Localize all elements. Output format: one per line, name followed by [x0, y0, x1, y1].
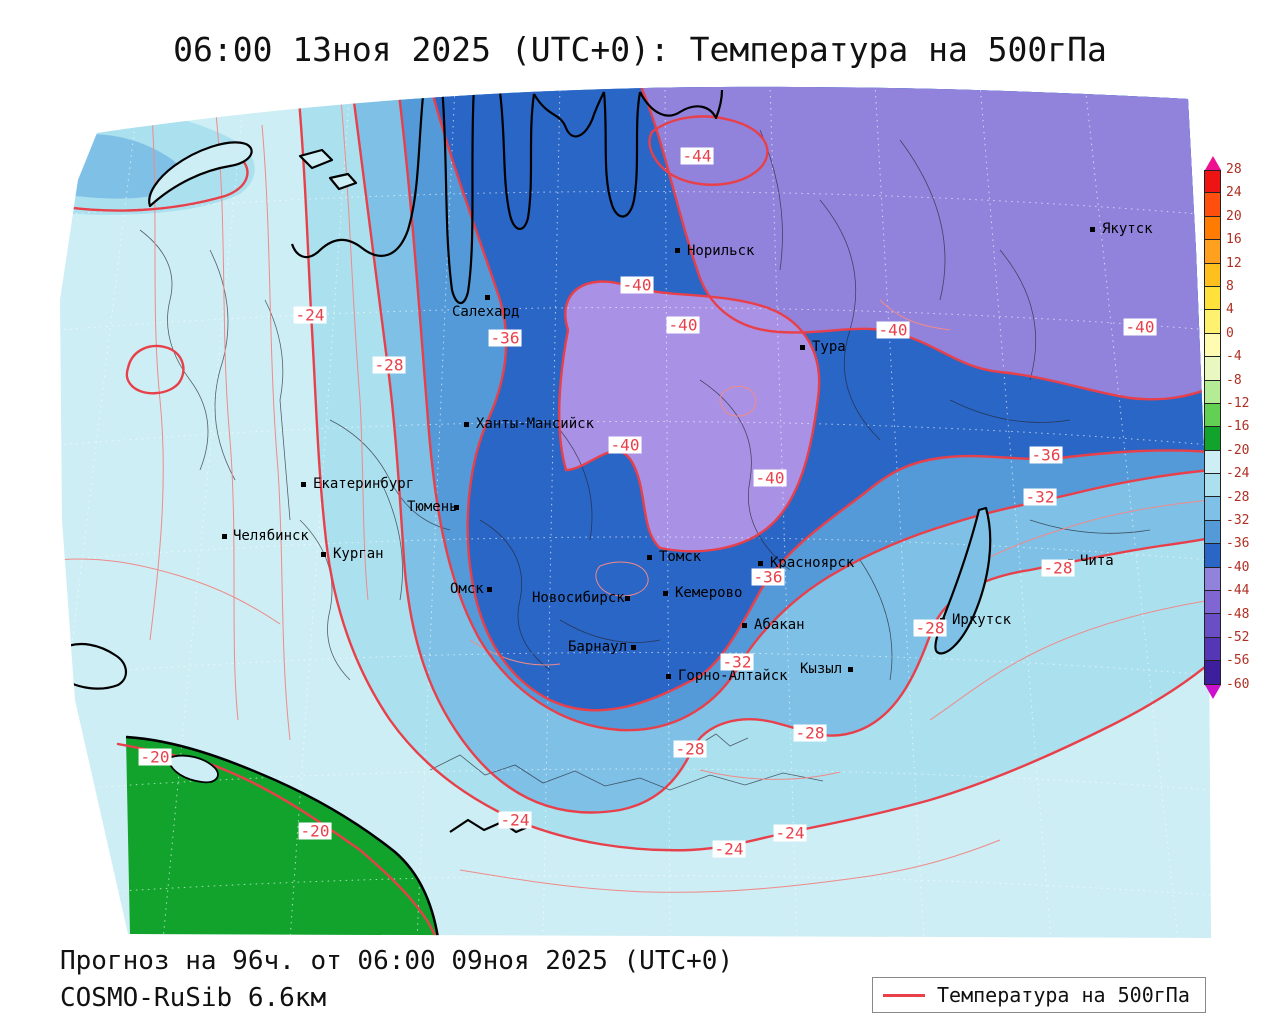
colorbar-cell: [1204, 567, 1221, 592]
colorbar-label: -24: [1226, 466, 1250, 482]
colorbar-triangle-bottom: [1204, 684, 1221, 699]
lake-baikal: [934, 506, 992, 655]
colorbar-label: -56: [1226, 653, 1250, 669]
lake-on-green: [167, 754, 219, 784]
green-region-coast: [125, 735, 440, 938]
colorbar-label: -60: [1226, 676, 1250, 692]
contour-minus20: [116, 742, 438, 938]
colorbar-cell: [1204, 591, 1221, 615]
colorbar-cell: [1204, 170, 1221, 194]
colorbar-cell: [1204, 544, 1221, 568]
legend-label: Температура на 500гПа: [937, 983, 1190, 1007]
graticule: [60, 86, 1211, 938]
colorbar-cell: [1204, 240, 1221, 264]
colorbar-cell: [1204, 216, 1221, 241]
warm-green-region: [126, 737, 438, 938]
contour-closed-oval: [125, 344, 185, 395]
model-info: COSMO-RuSib 6.6км: [60, 983, 327, 1013]
taz-gulf: [498, 91, 536, 230]
contour-topleft: [60, 156, 249, 212]
colorbar-cell: [1204, 286, 1221, 311]
contour-minus36: [428, 86, 1211, 712]
colorbar-label: 8: [1226, 279, 1234, 294]
colorbar-label: -8: [1226, 372, 1242, 388]
colorbar-label: 28: [1226, 162, 1242, 177]
colorbar-cell: [1204, 263, 1221, 287]
colorbar-triangle-top: [1204, 156, 1221, 170]
colorbar-label: -48: [1226, 606, 1250, 622]
colorbar-label: -36: [1226, 536, 1250, 552]
colorbar-cell: [1204, 380, 1221, 404]
forecast-info: Прогноз на 96ч. от 06:00 09ноя 2025 (UTC…: [60, 946, 734, 976]
colorbar-label: -28: [1226, 489, 1250, 505]
arctic-island-1: [148, 141, 253, 208]
arctic-island-3: [328, 172, 358, 191]
lake-southwest: [61, 642, 127, 690]
colorbar-cell: [1204, 497, 1221, 521]
contour-minus40-central: [558, 280, 821, 553]
colorbar-cell: [1204, 357, 1221, 381]
colorbar-cell: [1204, 333, 1221, 358]
colorbar-label: 24: [1226, 185, 1242, 201]
colorbar-label: -40: [1226, 559, 1250, 575]
colorbar-cell: [1204, 193, 1221, 217]
temperature-fill-regions: [60, 86, 1211, 938]
colorbar-cell: [1204, 661, 1221, 685]
colorbar-label: 4: [1226, 302, 1234, 318]
contour-minus44: [648, 115, 769, 186]
colorbar: 28 24 20 16 12 8 4 0 -4 -8 -12 -16 -20 -24 -28 -32 -36 -4…: [1204, 156, 1268, 716]
colorbar-label: -44: [1226, 583, 1250, 599]
thin-contours: [60, 87, 1211, 893]
contour-minus24: [296, 86, 1211, 852]
colorbar-cell: [1204, 310, 1221, 334]
colorbar-label: 12: [1226, 255, 1242, 271]
page-title: 06:00 13ноя 2025 (UTC+0): Температура на…: [173, 30, 1107, 69]
colorbar-label: -52: [1226, 630, 1250, 645]
colorbar-label: -20: [1226, 442, 1250, 458]
admin-borders: [139, 129, 1151, 791]
colorbar-label: 0: [1226, 325, 1234, 341]
colorbar-cell: [1204, 520, 1221, 545]
coastlines: [61, 86, 992, 938]
colorbar-label: -4: [1226, 349, 1242, 365]
colorbar-cell: [1204, 637, 1221, 662]
contour-minus32: [396, 86, 1211, 732]
colorbar-label: -32: [1226, 513, 1250, 528]
ob-gulf: [440, 86, 476, 305]
colorbar-cells: [1204, 170, 1268, 685]
colorbar-label: -12: [1226, 396, 1250, 411]
legend: Температура на 500гПа: [872, 977, 1206, 1013]
colorbar-cell: [1204, 403, 1221, 428]
colorbar-cell: [1204, 474, 1221, 498]
colorbar-cell: [1204, 450, 1221, 475]
colorbar-label: -16: [1226, 419, 1250, 435]
arctic-island-2: [298, 148, 334, 170]
colorbar-cell: [1204, 614, 1221, 638]
yenisei-estuary: [602, 91, 642, 218]
colorbar-label: 20: [1226, 208, 1242, 224]
legend-contour-line: [883, 993, 925, 997]
colorbar-cell: [1204, 427, 1221, 451]
colorbar-label: 16: [1226, 232, 1242, 248]
